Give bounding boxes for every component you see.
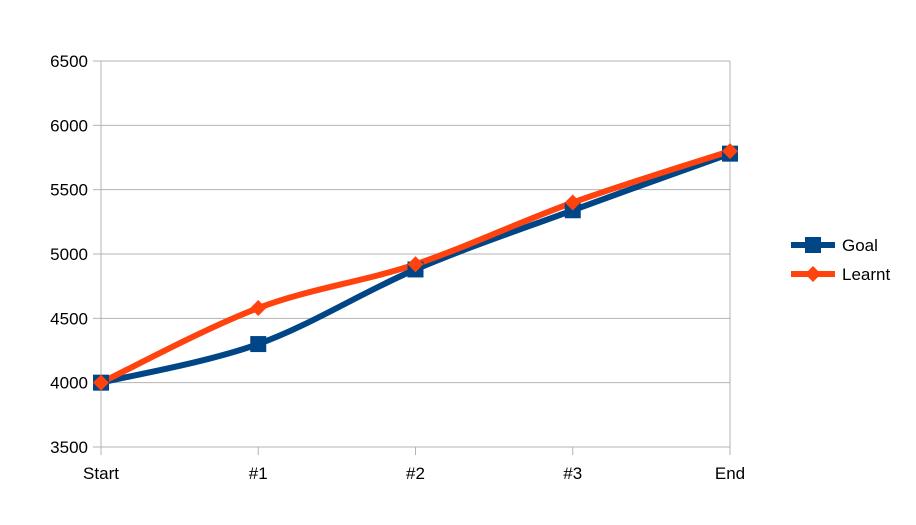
data-point-goal xyxy=(250,336,267,353)
legend-marker-learnt xyxy=(805,266,821,282)
data-point-learnt xyxy=(93,374,109,391)
data-point-learnt xyxy=(250,300,267,317)
y-tick-label: 5000 xyxy=(50,245,88,264)
x-tick-labels: Start #1 #2 #3 End xyxy=(83,464,745,483)
x-tick-label: #1 xyxy=(249,464,268,483)
y-tick-label: 3500 xyxy=(50,438,88,457)
series-markers xyxy=(93,143,738,391)
y-tick-label: 5500 xyxy=(50,181,88,200)
x-tick-label: End xyxy=(715,464,745,483)
y-tick-labels: 3500 4000 4500 5000 5500 6000 6500 xyxy=(50,52,88,457)
y-tick-label: 6500 xyxy=(50,52,88,71)
y-tick-label: 4500 xyxy=(50,309,88,328)
x-tick-label: #3 xyxy=(563,464,582,483)
x-tick-label: #2 xyxy=(406,464,425,483)
data-point-learnt xyxy=(564,194,581,211)
legend-label-goal: Goal xyxy=(842,236,878,255)
legend-marker-goal xyxy=(805,237,821,253)
axes xyxy=(93,60,731,455)
data-point-learnt xyxy=(722,143,738,160)
x-tick-label: Start xyxy=(83,464,119,483)
legend: Goal Learnt xyxy=(791,236,890,284)
legend-label-learnt: Learnt xyxy=(842,265,890,284)
y-tick-label: 6000 xyxy=(50,116,88,135)
gridlines xyxy=(101,60,730,448)
y-tick-label: 4000 xyxy=(50,374,88,393)
data-point-learnt xyxy=(407,256,424,273)
